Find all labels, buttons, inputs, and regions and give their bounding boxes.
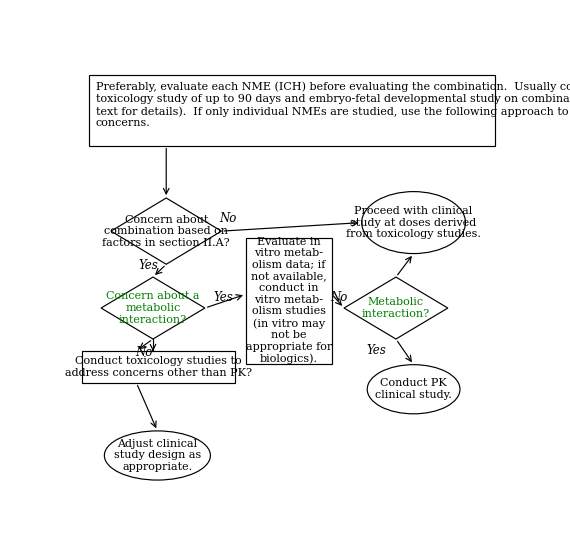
Text: Conduct toxicology studies to
address concerns other than PK?: Conduct toxicology studies to address co… <box>65 356 252 377</box>
Text: Yes: Yes <box>139 259 158 272</box>
Text: Conduct PK
clinical study.: Conduct PK clinical study. <box>375 379 452 400</box>
Text: Adjust clinical
study design as
appropriate.: Adjust clinical study design as appropri… <box>114 439 201 472</box>
Polygon shape <box>111 198 221 264</box>
Text: Concern about a
metabolic
interaction?: Concern about a metabolic interaction? <box>106 291 200 325</box>
Text: Yes: Yes <box>366 344 386 357</box>
Polygon shape <box>344 277 448 339</box>
Bar <box>246 238 332 364</box>
Text: No: No <box>330 291 347 304</box>
Ellipse shape <box>362 191 466 254</box>
Polygon shape <box>101 277 205 339</box>
Text: Preferably, evaluate each NME (ICH) before evaluating the combination.  Usually : Preferably, evaluate each NME (ICH) befo… <box>96 82 570 128</box>
Bar <box>89 75 495 145</box>
Text: Evaluate in
vitro metab-
olism data; if
not available,
conduct in
vitro metab-
o: Evaluate in vitro metab- olism data; if … <box>246 237 332 364</box>
Bar <box>82 351 235 383</box>
Text: Concern about
combination based on
factors in section II.A?: Concern about combination based on facto… <box>103 215 230 248</box>
Text: Proceed with clinical
study at doses derived
from toxicology studies.: Proceed with clinical study at doses der… <box>346 206 481 239</box>
Text: Metabolic
interaction?: Metabolic interaction? <box>362 297 430 319</box>
Text: No: No <box>219 212 237 225</box>
Ellipse shape <box>367 365 460 414</box>
Text: Yes: Yes <box>214 291 234 304</box>
Ellipse shape <box>104 431 210 480</box>
Text: No: No <box>136 346 153 360</box>
